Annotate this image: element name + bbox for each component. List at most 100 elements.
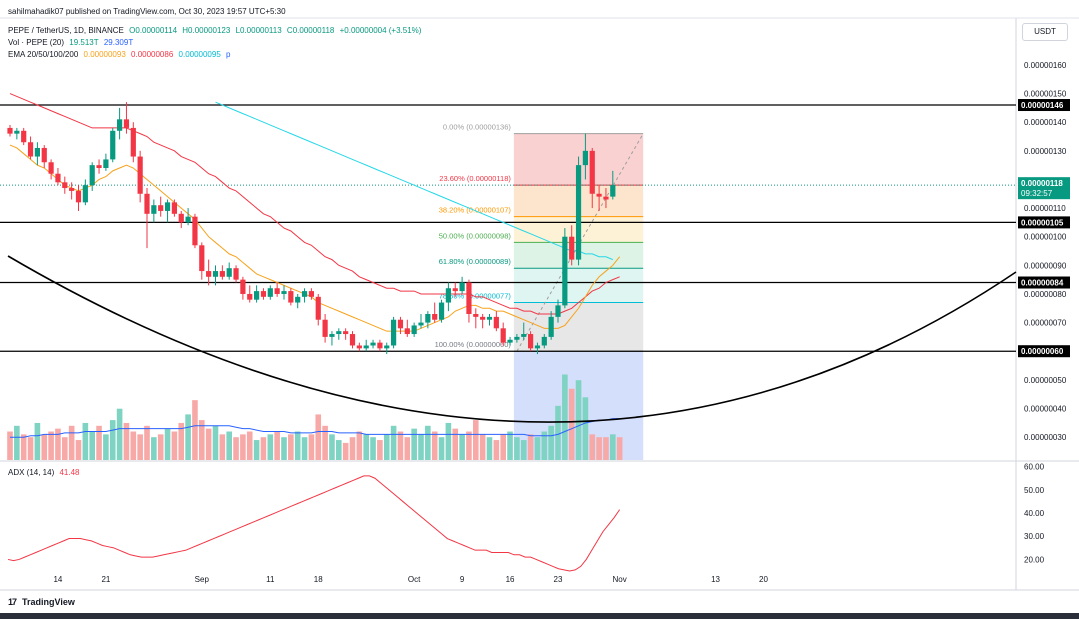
candle-body xyxy=(267,288,273,297)
candle-body xyxy=(103,159,109,168)
volume-bar xyxy=(568,388,575,460)
candle-body xyxy=(219,271,225,277)
ema-legend-label[interactable]: EMA 20/50/100/200 xyxy=(8,50,79,59)
price-tick-label: 0.00000140 xyxy=(1024,118,1067,127)
volume-bar xyxy=(404,437,411,460)
volume-bar xyxy=(336,440,342,460)
volume-bar xyxy=(541,431,548,460)
candle-body xyxy=(55,173,61,183)
adx-legend-label[interactable]: ADX (14, 14) xyxy=(8,468,55,477)
candle-body xyxy=(384,345,390,349)
candle-body xyxy=(41,147,47,163)
fib-level-label: 50.00% (0.00000098) xyxy=(439,231,512,240)
candle-body xyxy=(171,202,177,214)
candle-body xyxy=(69,188,75,191)
volume-bar xyxy=(377,440,383,460)
ohlc-low: L0.00000113 xyxy=(235,26,282,35)
symbol-title[interactable]: PEPE / TetherUS, 1D, BINANCE xyxy=(8,26,124,35)
last-price-tag xyxy=(1018,177,1070,200)
candle-body xyxy=(452,288,458,292)
level-price-tag-label: 0.00000105 xyxy=(1021,218,1064,227)
candle-body xyxy=(363,345,369,349)
candle-body xyxy=(391,319,397,346)
volume-bar xyxy=(397,431,404,460)
volume-bar xyxy=(178,422,185,460)
candle-body xyxy=(301,291,308,297)
candle-body xyxy=(308,291,314,297)
time-tick-label: 18 xyxy=(314,575,323,584)
adx-tick-label: 60.00 xyxy=(1024,463,1045,472)
candle-body xyxy=(192,216,198,246)
candle-body xyxy=(555,305,561,317)
tradingview-logo[interactable]: 17 TradingView xyxy=(8,597,75,607)
time-tick-label: 23 xyxy=(554,575,563,584)
volume-bar xyxy=(7,431,13,460)
candle-body xyxy=(329,334,335,337)
candle-body xyxy=(425,314,431,323)
candle-body xyxy=(404,328,410,335)
volume-bar xyxy=(425,425,431,460)
time-tick-label: Sep xyxy=(195,575,210,584)
candle-body xyxy=(96,165,102,168)
volume-bar xyxy=(431,431,438,460)
volume-bar xyxy=(390,425,397,460)
adx-tick-label: 20.00 xyxy=(1024,555,1045,564)
candle-body xyxy=(89,165,95,186)
candle-body xyxy=(75,190,82,203)
fib-zone xyxy=(513,268,644,303)
volume-bar xyxy=(520,440,527,460)
volume-bar xyxy=(479,434,486,460)
adx-line xyxy=(7,475,621,572)
candle-body xyxy=(48,162,54,174)
volume-bar xyxy=(253,440,260,460)
adx-legend[interactable]: ADX (14, 14) 41.48 xyxy=(8,468,83,477)
volume-bar xyxy=(274,431,280,460)
candle-body xyxy=(486,316,493,320)
volume-bar xyxy=(582,397,589,460)
ohlc-high: H0.00000123 xyxy=(182,26,231,35)
time-tick-label: 9 xyxy=(460,575,465,584)
candle-body xyxy=(21,130,27,143)
candle-body xyxy=(240,279,246,294)
volume-legend-label[interactable]: Vol · PEPE (20) xyxy=(8,38,65,47)
candle-body xyxy=(27,142,34,157)
volume-bar xyxy=(610,434,616,460)
price-tick-label: 0.00000160 xyxy=(1024,61,1067,70)
candle-body xyxy=(507,339,513,343)
volume-bar xyxy=(294,431,301,460)
volume-bar xyxy=(199,420,205,460)
candle-body xyxy=(610,185,616,197)
symbol-legend[interactable]: PEPE / TetherUS, 1D, BINANCE O0.00000114… xyxy=(8,26,424,35)
price-tick-label: 0.00000030 xyxy=(1024,433,1067,442)
ema-legend[interactable]: EMA 20/50/100/200 0.00000093 0.00000086 … xyxy=(8,50,233,59)
fib-level-label: 0.00% (0.00000136) xyxy=(443,123,511,132)
volume-bar xyxy=(562,374,568,460)
volume-legend[interactable]: Vol · PEPE (20) 19.513T 29.309T xyxy=(8,38,136,47)
volume-bar xyxy=(41,434,48,460)
volume-bar xyxy=(411,428,417,460)
fib-level-label: 100.00% (0.00000060) xyxy=(435,340,512,349)
volume-bar xyxy=(507,431,513,460)
volume-bar xyxy=(34,422,41,460)
volume-bar xyxy=(116,408,123,460)
volume-ma-line xyxy=(10,418,620,438)
candle-body xyxy=(260,291,267,297)
volume-bar xyxy=(89,431,95,460)
candle-body xyxy=(534,345,541,349)
ema100-line xyxy=(215,101,613,261)
candle-body xyxy=(185,216,191,223)
candle-body xyxy=(274,288,280,294)
candle-body xyxy=(575,165,582,260)
volume-bar xyxy=(48,431,54,460)
price-tick-label: 0.00000130 xyxy=(1024,147,1067,156)
rounding-bottom-curve xyxy=(7,255,1017,423)
volume-bar xyxy=(452,428,459,460)
volume-bar xyxy=(500,434,506,460)
volume-bar xyxy=(157,434,164,460)
volume-bar xyxy=(82,422,89,460)
candle-body xyxy=(343,331,349,335)
candle-body xyxy=(158,205,164,211)
volume-bar xyxy=(288,434,294,460)
currency-button[interactable]: USDT xyxy=(1022,23,1068,41)
